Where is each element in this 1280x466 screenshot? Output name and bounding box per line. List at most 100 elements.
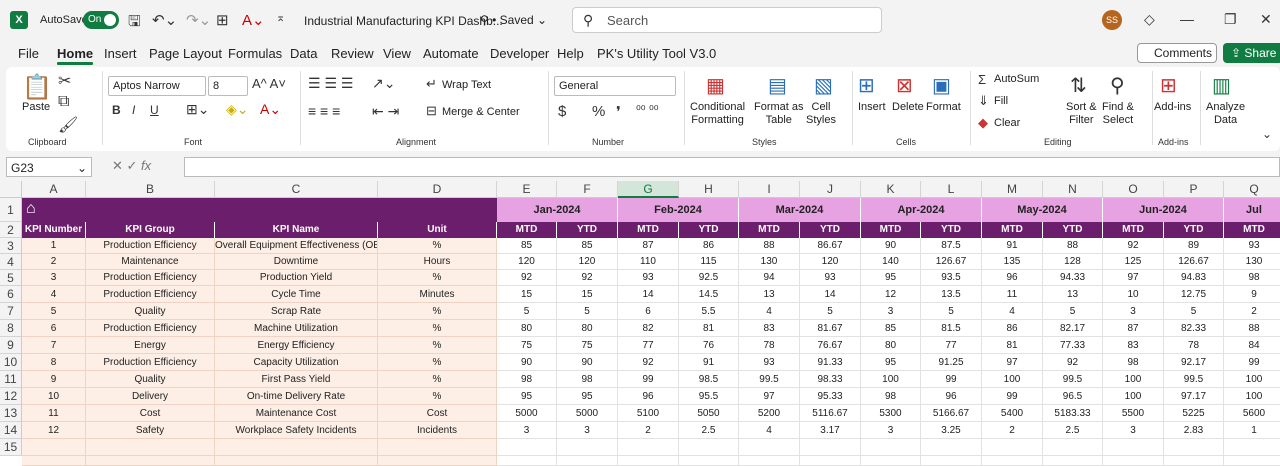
kpi-number-cell[interactable]: 4 [22,286,86,303]
value-cell[interactable]: 83 [739,320,800,337]
value-cell[interactable]: 82.33 [1164,320,1224,337]
value-cell[interactable]: 91.25 [921,354,982,371]
percent-button[interactable]: % [592,103,606,120]
empty-cell[interactable] [739,456,800,466]
value-cell[interactable]: 5000 [557,405,618,422]
autosum-button[interactable]: AutoSum [994,73,1040,85]
column-header-F[interactable]: F [557,181,618,198]
value-cell[interactable]: 130 [739,254,800,270]
value-cell[interactable]: 130 [1224,254,1280,270]
value-cell[interactable]: 85 [497,238,557,254]
kpi-name-cell[interactable]: Workplace Safety Incidents [215,422,378,439]
value-cell[interactable]: 126.67 [921,254,982,270]
value-cell[interactable]: 81 [982,337,1043,354]
kpi-group-cell[interactable]: Safety [86,422,215,439]
empty-cell[interactable] [1224,456,1280,466]
row-header-1[interactable]: 1 [0,198,22,222]
value-cell[interactable]: 11 [982,286,1043,303]
value-cell[interactable]: 78 [739,337,800,354]
value-cell[interactable]: 88 [1224,320,1280,337]
value-cell[interactable]: 95 [861,354,921,371]
italic-button[interactable]: I [132,103,136,117]
value-cell[interactable]: 97.17 [1164,388,1224,405]
value-cell[interactable]: 2.5 [1043,422,1103,439]
value-cell[interactable]: 5 [497,303,557,320]
empty-cell[interactable] [215,456,378,466]
value-cell[interactable]: 5050 [679,405,739,422]
menu-pk-s-utility-tool-v3-0[interactable]: PK's Utility Tool V3.0 [597,46,717,61]
delete-cells-icon[interactable]: ⊠ [896,75,913,97]
font-color-icon[interactable]: A⌄ [242,12,265,29]
formula-icons[interactable]: ✕ ✓ fx [112,158,152,173]
value-cell[interactable]: 5 [557,303,618,320]
value-cell[interactable]: 98 [557,371,618,388]
menu-insert[interactable]: Insert [104,46,137,61]
value-cell[interactable]: 5.5 [679,303,739,320]
font-color-icon[interactable]: A⌄ [260,101,282,117]
value-cell[interactable]: 80 [861,337,921,354]
comments-button[interactable]: Comments [1137,43,1217,63]
value-cell[interactable]: 93.5 [921,270,982,286]
menu-automate[interactable]: Automate [423,46,479,61]
borders-icon[interactable]: ⊞ [216,12,229,29]
kpi-name-cell[interactable]: Capacity Utilization [215,354,378,371]
value-cell[interactable]: 10 [1103,286,1164,303]
value-cell[interactable]: 97 [1103,270,1164,286]
value-cell[interactable]: 95 [861,270,921,286]
kpi-group-cell[interactable]: Quality [86,371,215,388]
value-cell[interactable]: 3 [557,422,618,439]
value-cell[interactable]: 86 [679,238,739,254]
value-cell[interactable]: 100 [1224,371,1280,388]
empty-cell[interactable] [86,439,215,456]
unit-cell[interactable]: Incidents [378,422,497,439]
menu-home[interactable]: Home [57,46,94,65]
value-cell[interactable]: 95 [557,388,618,405]
value-cell[interactable]: 92 [1103,238,1164,254]
document-title[interactable]: Industrial Manufacturing KPI Dashb... [304,14,503,28]
value-cell[interactable]: 125 [1103,254,1164,270]
kpi-number-cell[interactable]: 9 [22,371,86,388]
menu-developer[interactable]: Developer [490,46,550,61]
format-table-icon[interactable]: ▤ [768,75,787,97]
empty-cell[interactable] [497,456,557,466]
column-header-Q[interactable]: Q [1224,181,1280,198]
analyze-data-button[interactable]: Analyze Data [1206,101,1246,126]
value-cell[interactable]: 99 [1224,354,1280,371]
value-cell[interactable]: 99.5 [1043,371,1103,388]
column-header-C[interactable]: C [215,181,378,198]
value-cell[interactable]: 81.5 [921,320,982,337]
value-cell[interactable]: 95.33 [800,388,861,405]
value-cell[interactable]: 2 [618,422,679,439]
indent-icon[interactable]: ⇤ ⇥ [372,103,400,119]
find-select-button[interactable]: Find & Select [1102,101,1134,126]
empty-cell[interactable] [497,439,557,456]
value-cell[interactable]: 75 [557,337,618,354]
unit-cell[interactable]: % [378,270,497,286]
menu-file[interactable]: File [18,46,39,61]
empty-cell[interactable] [739,439,800,456]
unit-cell[interactable]: % [378,371,497,388]
row-header-9[interactable]: 9 [0,337,22,354]
kpi-group-cell[interactable]: Cost [86,405,215,422]
sort-filter-button[interactable]: Sort & Filter [1066,101,1097,126]
number-format-select[interactable]: General [554,76,676,96]
kpi-number-cell[interactable]: 1 [22,238,86,254]
empty-cell[interactable] [1164,439,1224,456]
row-header-8[interactable]: 8 [0,320,22,337]
analyze-data-icon[interactable]: ▥ [1212,75,1231,97]
value-cell[interactable]: 13 [1043,286,1103,303]
kpi-name-cell[interactable]: Energy Efficiency [215,337,378,354]
wrap-text-button[interactable]: Wrap Text [442,79,492,91]
value-cell[interactable]: 93 [1224,238,1280,254]
value-cell[interactable]: 5300 [861,405,921,422]
format-cells-icon[interactable]: ▣ [932,75,951,97]
empty-cell[interactable] [378,439,497,456]
value-cell[interactable]: 83 [1103,337,1164,354]
avatar[interactable]: SS [1102,10,1122,30]
menu-review[interactable]: Review [331,46,374,61]
find-select-icon[interactable]: ⚲ [1110,75,1125,97]
customize-toolbar-icon[interactable]: ⌅ [276,12,286,24]
format-button[interactable]: Format [926,101,961,113]
value-cell[interactable]: 98.33 [800,371,861,388]
cell-styles-button[interactable]: Cell Styles [806,101,836,126]
